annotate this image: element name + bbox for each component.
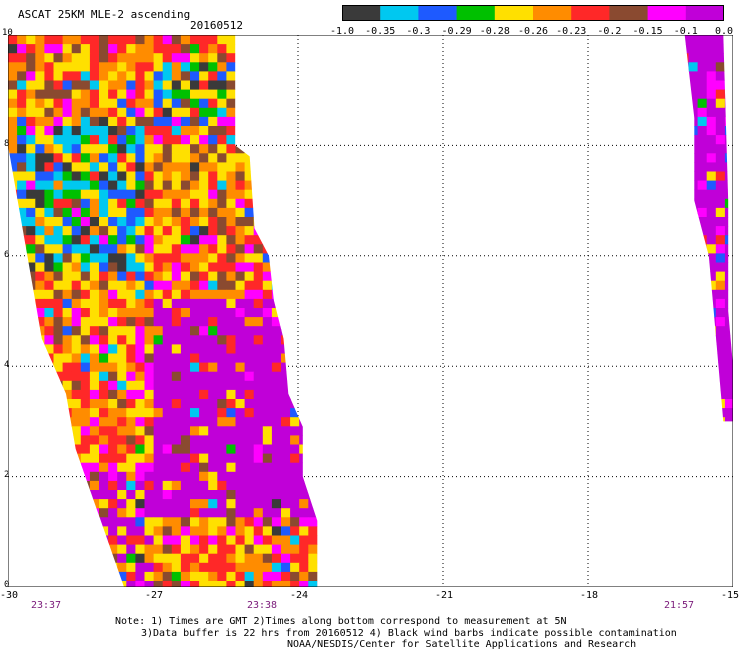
x-tick-label: -27 [144, 590, 164, 601]
x-tick-label: -18 [579, 590, 599, 601]
time-label: 21:57 [663, 600, 695, 611]
colorbar-swatch [685, 5, 724, 21]
colorbar-swatch [609, 5, 649, 21]
time-label: 23:38 [246, 600, 278, 611]
colorbar [342, 5, 724, 21]
colorbar-label: -0.26 [517, 26, 549, 37]
map-date: 20160512 [190, 19, 243, 32]
y-tick-label: 6 [4, 250, 10, 260]
colorbar-swatch [418, 5, 458, 21]
time-label: 23:37 [30, 600, 62, 611]
note-line-3: NOAA/NESDIS/Center for Satellite Applica… [287, 639, 637, 650]
x-tick-label: -15 [720, 590, 740, 601]
y-tick-label: 0 [4, 580, 10, 590]
colorbar-label: 0.0 [714, 26, 734, 37]
y-tick-label: 4 [4, 360, 10, 370]
colorbar-label: -0.29 [441, 26, 472, 37]
x-tick-label: -30 [0, 590, 19, 601]
colorbar-label: -0.15 [632, 26, 663, 37]
colorbar-swatch [533, 5, 572, 21]
x-tick-label: -24 [289, 590, 309, 601]
y-tick-label: 10 [2, 28, 13, 38]
colorbar-swatch [494, 5, 534, 21]
colorbar-label: -0.2 [597, 26, 622, 37]
y-tick-label: 2 [4, 470, 10, 480]
map-title: ASCAT 25KM MLE-2 ascending [18, 8, 191, 21]
colorbar-swatch [456, 5, 496, 21]
y-tick-label: 8 [4, 139, 10, 149]
note-line-1: Note: 1) Times are GMT 2)Times along bot… [115, 616, 567, 627]
colorbar-swatch [380, 5, 419, 21]
colorbar-label: -0.3 [406, 26, 431, 37]
colorbar-label: -0.28 [479, 26, 510, 37]
colorbar-label: -0.1 [673, 26, 698, 37]
map-plot [8, 35, 733, 587]
colorbar-swatch [571, 5, 610, 21]
colorbar-label: -0.23 [556, 26, 587, 37]
x-tick-label: -21 [434, 590, 454, 601]
colorbar-swatch [647, 5, 687, 21]
colorbar-label: -1.0 [329, 26, 355, 37]
colorbar-swatch [342, 5, 381, 21]
colorbar-label: -0.35 [365, 26, 396, 37]
note-line-2: 3)Data buffer is 22 hrs from 20160512 4)… [141, 628, 677, 639]
